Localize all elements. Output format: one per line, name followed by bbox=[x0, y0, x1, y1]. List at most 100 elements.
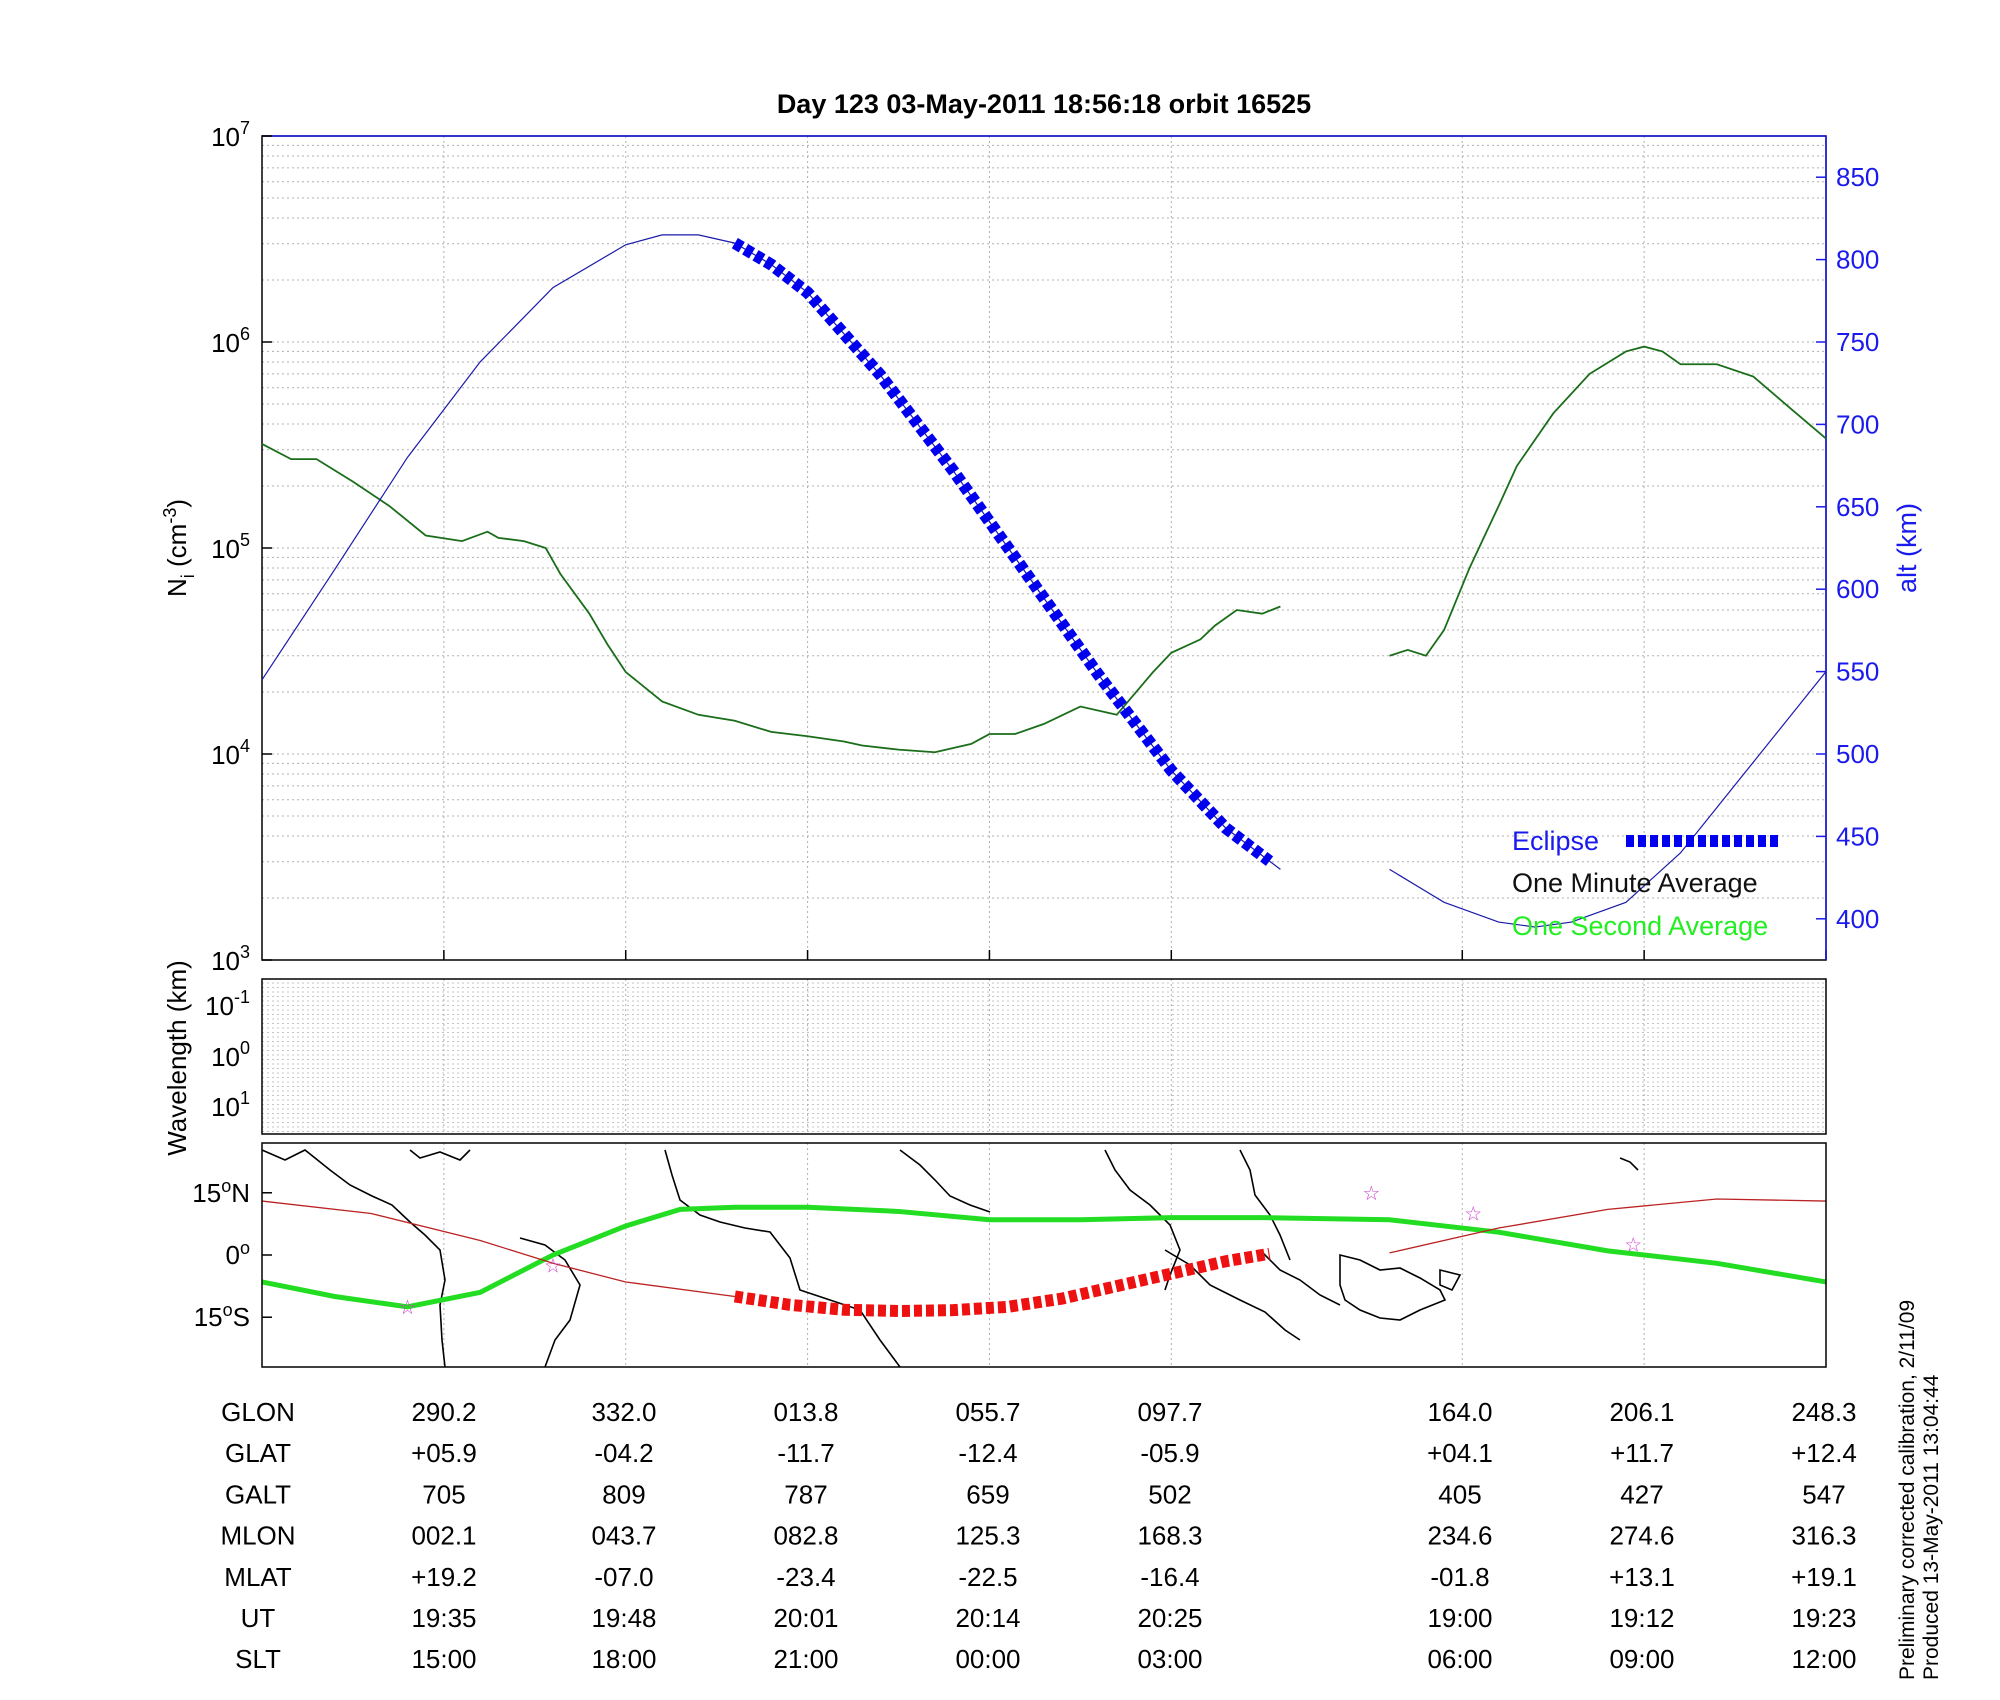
table-cell: 013.8 bbox=[773, 1397, 838, 1427]
table-cell: 332.0 bbox=[591, 1397, 656, 1427]
star-marker: ☆ bbox=[1362, 1183, 1380, 1205]
altitude-tick-label: 650 bbox=[1836, 492, 1879, 522]
lat-tick-label: 15oS bbox=[194, 1300, 250, 1332]
altitude-tick-label: 750 bbox=[1836, 327, 1879, 357]
density-line bbox=[1389, 345, 1827, 657]
coastline bbox=[1164, 1249, 1301, 1341]
table-cell: 002.1 bbox=[411, 1521, 476, 1551]
density-tick-label: 107 bbox=[211, 118, 250, 152]
table-cell: 274.6 bbox=[1609, 1521, 1674, 1551]
table-cell: 787 bbox=[784, 1479, 827, 1509]
coastline bbox=[664, 1149, 901, 1368]
table-cell: 234.6 bbox=[1427, 1521, 1492, 1551]
tick-exp: -1 bbox=[234, 987, 250, 1007]
table-row-label: MLAT bbox=[224, 1562, 292, 1592]
tick-exp: 4 bbox=[240, 736, 250, 756]
tick-exp: 0 bbox=[240, 1038, 250, 1058]
tick-exp: 6 bbox=[240, 324, 250, 344]
table-cell: -22.5 bbox=[958, 1562, 1017, 1592]
map-grid bbox=[443, 1143, 1827, 1367]
table-cell: 19:00 bbox=[1427, 1603, 1492, 1633]
ylabel-sub: i bbox=[178, 574, 198, 578]
lat-degree: o bbox=[240, 1238, 250, 1258]
ylabel-unit-sup: -3 bbox=[160, 508, 180, 524]
table-cell: 502 bbox=[1148, 1479, 1191, 1509]
tick-exp: 5 bbox=[240, 530, 250, 550]
coastline bbox=[519, 1237, 581, 1368]
density-tick-label: 106 bbox=[211, 324, 250, 358]
table-cell: +12.4 bbox=[1791, 1438, 1857, 1468]
lat-tick-label: 15oN bbox=[192, 1176, 250, 1208]
table-cell: 659 bbox=[966, 1479, 1009, 1509]
star-marker: ☆ bbox=[1464, 1204, 1482, 1226]
tick-base: 10 bbox=[211, 1042, 240, 1072]
table-row-label: GLAT bbox=[225, 1438, 291, 1468]
table-row-label: MLON bbox=[220, 1521, 295, 1551]
table-cell: 06:00 bbox=[1427, 1644, 1492, 1674]
table-cell: 19:48 bbox=[591, 1603, 656, 1633]
table-cell: 18:00 bbox=[591, 1644, 656, 1674]
table-cell: 809 bbox=[602, 1479, 645, 1509]
magnetic-equator-line bbox=[261, 1200, 735, 1298]
star-marker: ☆ bbox=[1624, 1235, 1642, 1257]
table-cell: 427 bbox=[1620, 1479, 1663, 1509]
map-tracks: ☆ ☆ ☆ ☆ ☆ bbox=[261, 1183, 1827, 1319]
altitude-tick-label: 600 bbox=[1836, 574, 1879, 604]
lat-degree: o bbox=[221, 1176, 231, 1196]
table-cell: -07.0 bbox=[594, 1562, 653, 1592]
footnote-produced: Produced 13-May-2011 13:04:44 bbox=[1920, 1374, 1943, 1680]
star-marker: ☆ bbox=[399, 1297, 417, 1319]
tick-base: 10 bbox=[211, 534, 240, 564]
table-cell: +11.7 bbox=[1610, 1438, 1674, 1468]
table-cell: 290.2 bbox=[411, 1397, 476, 1427]
coastline bbox=[409, 1149, 471, 1161]
table-cell: 15:00 bbox=[411, 1644, 476, 1674]
ylabel-unit-prefix: (cm bbox=[162, 524, 192, 567]
legend: Eclipse One Minute Average One Second Av… bbox=[1512, 826, 1778, 941]
density-line bbox=[261, 443, 1281, 754]
tick-exp: 1 bbox=[240, 1088, 250, 1108]
table-cell: 09:00 bbox=[1609, 1644, 1674, 1674]
density-grid bbox=[262, 136, 1827, 961]
altitude-tick-label: 500 bbox=[1836, 739, 1879, 769]
ylabel-main: N bbox=[162, 578, 192, 597]
coastline bbox=[1339, 1253, 1447, 1321]
table-row-label: SLT bbox=[235, 1644, 281, 1674]
coastline bbox=[899, 1149, 991, 1213]
density-tick-label: 103 bbox=[211, 942, 250, 976]
tick-exp: 7 bbox=[240, 118, 250, 138]
table-cell: +19.1 bbox=[1791, 1562, 1857, 1592]
table-cell: -01.8 bbox=[1430, 1562, 1489, 1592]
coastline bbox=[1239, 1149, 1291, 1261]
table-cell: 21:00 bbox=[773, 1644, 838, 1674]
eclipse-segment bbox=[731, 237, 1274, 866]
ylabel-unit-suffix: ) bbox=[162, 499, 192, 508]
wavelength-tick-label: 100 bbox=[211, 1038, 250, 1072]
table-cell: 168.3 bbox=[1137, 1521, 1202, 1551]
table-cell: 125.3 bbox=[955, 1521, 1020, 1551]
table-cell: 20:14 bbox=[955, 1603, 1020, 1633]
table-cell: 19:23 bbox=[1791, 1603, 1856, 1633]
altitude-tick-label: 800 bbox=[1836, 245, 1879, 275]
altitude-tick-label: 400 bbox=[1836, 904, 1879, 934]
table-cell: -11.7 bbox=[777, 1438, 834, 1468]
lat-value: 0 bbox=[226, 1240, 240, 1270]
footnote-calibration: Preliminary corrected calibration, 2/11/… bbox=[1896, 1300, 1919, 1680]
table-cell: 705 bbox=[422, 1479, 465, 1509]
table-cell: +19.2 bbox=[411, 1562, 477, 1592]
table-cell: 082.8 bbox=[773, 1521, 838, 1551]
table-cell: 248.3 bbox=[1791, 1397, 1856, 1427]
altitude-y-label: alt (km) bbox=[1892, 503, 1922, 593]
legend-second-label: One Second Average bbox=[1512, 911, 1768, 941]
altitude-tick-label: 700 bbox=[1836, 409, 1879, 439]
coastline bbox=[261, 1149, 446, 1368]
lat-value: 15 bbox=[194, 1302, 223, 1332]
lat-hemisphere: N bbox=[231, 1178, 250, 1208]
coastline bbox=[1439, 1268, 1462, 1292]
table-cell: -16.4 bbox=[1140, 1562, 1199, 1592]
legend-minute-label: One Minute Average bbox=[1512, 868, 1758, 898]
tick-base: 10 bbox=[211, 946, 240, 976]
